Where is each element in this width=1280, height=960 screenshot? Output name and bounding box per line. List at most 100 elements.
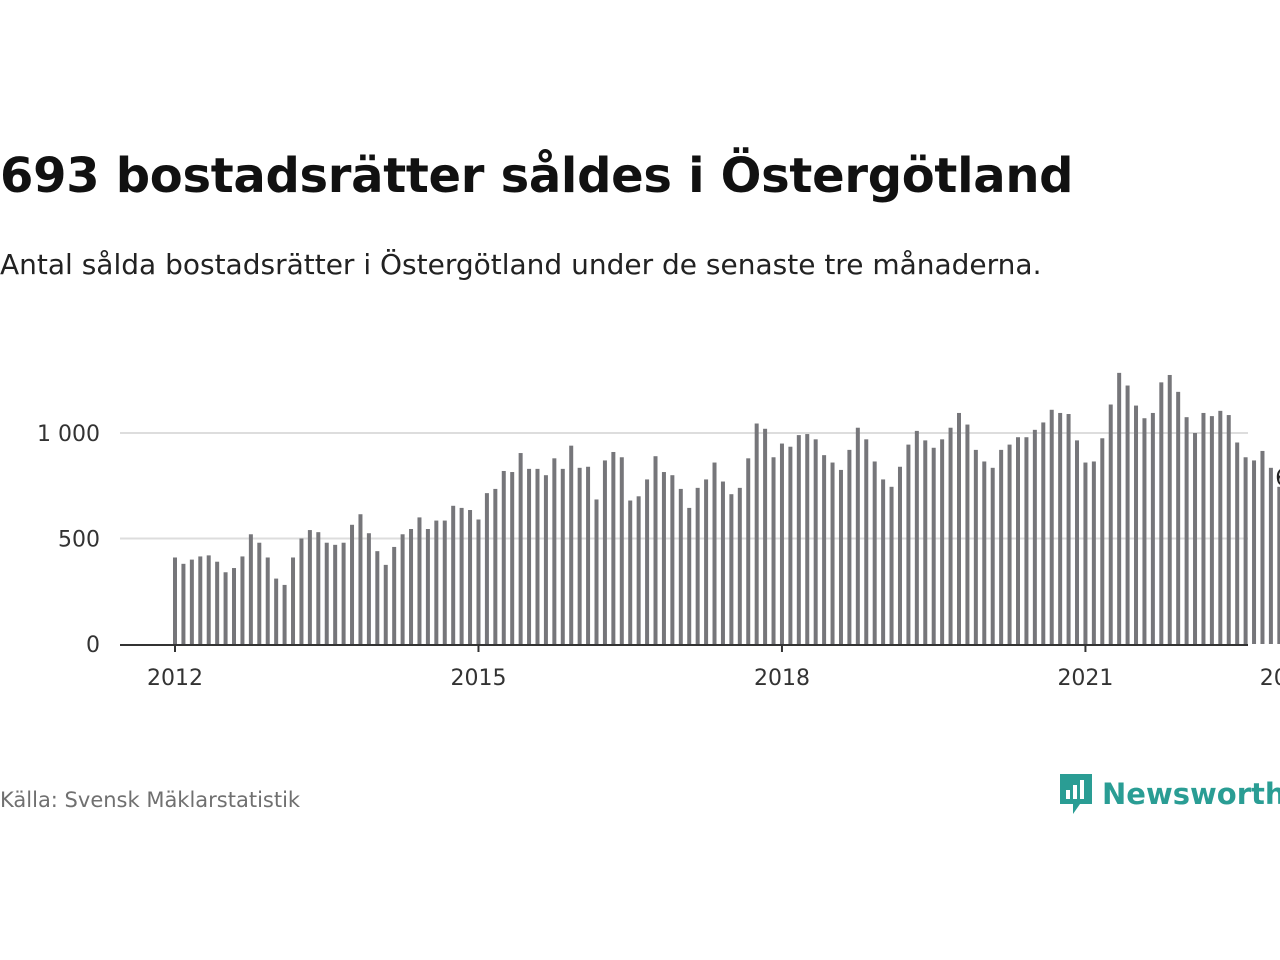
- bar: [358, 514, 363, 644]
- bar: [577, 467, 582, 644]
- bar: [459, 507, 464, 644]
- bar: [1167, 374, 1172, 644]
- bar: [350, 524, 355, 644]
- bar: [248, 534, 253, 644]
- bar: [897, 466, 902, 644]
- bar: [1007, 444, 1012, 644]
- bar: [838, 469, 843, 644]
- bar: [493, 488, 498, 644]
- bar: [274, 578, 279, 644]
- data-label: 693: [1275, 466, 1280, 491]
- bar: [552, 458, 557, 644]
- brand-logo[interactable]: Newsworthy: [1058, 772, 1280, 816]
- bar: [1066, 414, 1071, 644]
- newsworthy-logo-icon: [1060, 774, 1092, 814]
- bar: [1260, 450, 1265, 644]
- bar: [1041, 422, 1046, 644]
- bar: [619, 457, 624, 644]
- bar: [628, 500, 633, 644]
- bar: [1032, 429, 1037, 644]
- bar: [645, 479, 650, 644]
- bar: [653, 456, 658, 644]
- bar: [510, 472, 515, 644]
- bar: [223, 572, 228, 644]
- bar: [872, 461, 877, 644]
- bar: [940, 439, 945, 644]
- bar: [788, 446, 793, 644]
- bar: [1150, 412, 1155, 644]
- bar: [476, 519, 481, 644]
- bar: [973, 449, 978, 644]
- bar: [990, 467, 995, 644]
- bar: [720, 481, 725, 644]
- bar: [324, 542, 329, 644]
- x-tick-label: 2018: [754, 666, 810, 691]
- bar: [931, 447, 936, 644]
- bar: [240, 556, 245, 644]
- bar: [392, 546, 397, 644]
- bar: [1277, 486, 1280, 644]
- y-tick-label: 0: [86, 633, 100, 658]
- bar: [1226, 415, 1231, 644]
- source-note: Källa: Svensk Mäklarstatistik: [0, 788, 301, 812]
- bar: [1091, 461, 1096, 644]
- bar: [771, 457, 776, 644]
- bar: [181, 563, 186, 644]
- bar: [383, 564, 388, 644]
- bar: [830, 462, 835, 644]
- bar: [291, 557, 296, 644]
- bar: [569, 445, 574, 644]
- bar: [881, 479, 886, 644]
- bar: [1218, 410, 1223, 644]
- bar: [594, 499, 599, 644]
- bar: [999, 449, 1004, 644]
- x-tick-label: 2021: [1057, 666, 1113, 691]
- bar: [1209, 416, 1214, 644]
- bar: [1108, 404, 1113, 644]
- bar: [712, 462, 717, 644]
- bar: [198, 556, 203, 644]
- bar: [173, 557, 177, 644]
- x-tick-label: 2015: [450, 666, 506, 691]
- bar: [813, 439, 818, 644]
- bar: [206, 555, 211, 644]
- bar: [956, 412, 961, 644]
- bar: [1252, 460, 1257, 644]
- bar: [425, 529, 430, 644]
- bar: [1176, 391, 1181, 644]
- bar: [611, 451, 616, 644]
- bar: [468, 510, 473, 644]
- bar: [1184, 417, 1189, 644]
- bar: [847, 449, 852, 644]
- bar: [796, 435, 801, 644]
- bar: [779, 443, 784, 644]
- bar: [661, 472, 666, 644]
- bar: [822, 455, 827, 644]
- bar: [1075, 440, 1080, 644]
- bar: [695, 487, 700, 644]
- x-tick-label: 2023: [1260, 666, 1280, 691]
- bar: [704, 479, 709, 644]
- bar: [484, 493, 489, 644]
- bar: [1243, 457, 1248, 644]
- bar: [1134, 405, 1139, 644]
- chart-subtitle: Antal sålda bostadsrätter i Östergötland…: [0, 248, 1042, 281]
- bar: [400, 534, 405, 644]
- bar: [1016, 437, 1020, 644]
- bar: [316, 532, 321, 644]
- bar: [906, 444, 911, 644]
- bar: [1125, 385, 1130, 644]
- bar: [746, 458, 751, 644]
- bar: [864, 439, 869, 644]
- chart-title: 693 bostadsrätter såldes i Östergötland: [0, 148, 1074, 204]
- y-tick-label: 500: [58, 528, 100, 553]
- bar: [501, 470, 506, 644]
- bar: [1049, 409, 1054, 644]
- bar: [333, 544, 338, 644]
- bar: [366, 533, 371, 644]
- bar: [586, 466, 591, 644]
- bar: [982, 461, 987, 644]
- bar: [232, 568, 237, 644]
- brand-name: Newsworthy: [1102, 777, 1280, 811]
- bar: [282, 584, 287, 644]
